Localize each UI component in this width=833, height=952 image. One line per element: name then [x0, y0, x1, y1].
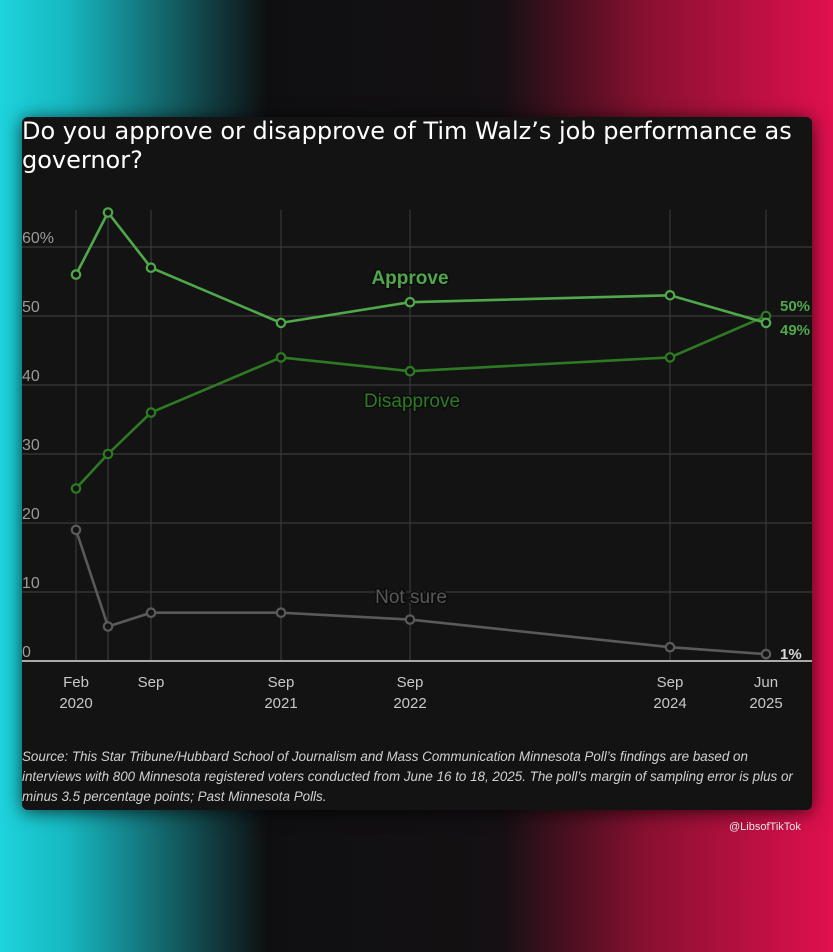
data-point — [664, 641, 676, 653]
x-tick-label: Jun — [754, 674, 778, 691]
data-point — [70, 524, 82, 536]
data-point — [275, 607, 287, 618]
data-point — [102, 448, 114, 460]
data-point — [145, 262, 157, 273]
data-point — [145, 407, 157, 418]
y-tick-label: 30 — [22, 437, 40, 454]
line-chart: 60% 50 40 30 20 10 0 Feb 2020 Sep Sep 2021 Sep 2022 Se… — [22, 207, 812, 712]
x-tick-year-label: 2022 — [393, 695, 426, 712]
y-tick-label: 40 — [22, 368, 40, 385]
source-note: Source: This Star Tribune/Hubbard School… — [22, 749, 793, 804]
end-label-not-sure: 1% — [780, 646, 802, 663]
data-point — [760, 317, 772, 329]
x-tick-label: Sep — [138, 674, 165, 691]
data-point — [404, 614, 416, 625]
x-tick-label: Feb — [63, 674, 89, 691]
x-tick-label: Sep — [397, 674, 424, 691]
series-label-approve: Approve — [371, 268, 448, 289]
x-tick-year-label: 2020 — [59, 695, 92, 712]
data-point — [102, 621, 114, 632]
y-tick-label: 20 — [22, 506, 40, 523]
data-point — [145, 607, 157, 618]
series-label-disapprove: Disapprove — [364, 391, 460, 412]
data-point — [664, 352, 676, 363]
y-tick-label: 60% — [22, 230, 54, 247]
data-point — [664, 290, 676, 301]
data-point — [275, 317, 287, 329]
data-point — [404, 365, 416, 377]
end-label-approve: 49% — [780, 322, 810, 339]
x-tick-year-label: 2025 — [749, 695, 782, 712]
chart-card: Do you approve or disapprove of Tim Walz… — [22, 117, 812, 810]
x-tick-year-label: 2024 — [653, 695, 686, 712]
data-point — [760, 648, 772, 660]
data-point — [102, 207, 114, 218]
y-tick-label: 0 — [22, 644, 31, 661]
y-tick-label: 10 — [22, 575, 40, 592]
series-label-not-sure: Not sure — [375, 587, 447, 608]
end-label-disapprove: 50% — [780, 298, 810, 315]
x-tick-label: Sep — [657, 674, 684, 691]
chart-title: Do you approve or disapprove of Tim Walz… — [22, 117, 792, 174]
data-point — [404, 296, 416, 308]
data-point — [70, 269, 82, 280]
y-tick-label: 50 — [22, 299, 40, 316]
watermark: @LibsofTikTok — [729, 821, 801, 833]
x-tick-label: Sep — [268, 674, 295, 691]
data-point — [275, 352, 287, 363]
x-tick-year-label: 2021 — [264, 695, 297, 712]
data-point — [70, 483, 82, 494]
